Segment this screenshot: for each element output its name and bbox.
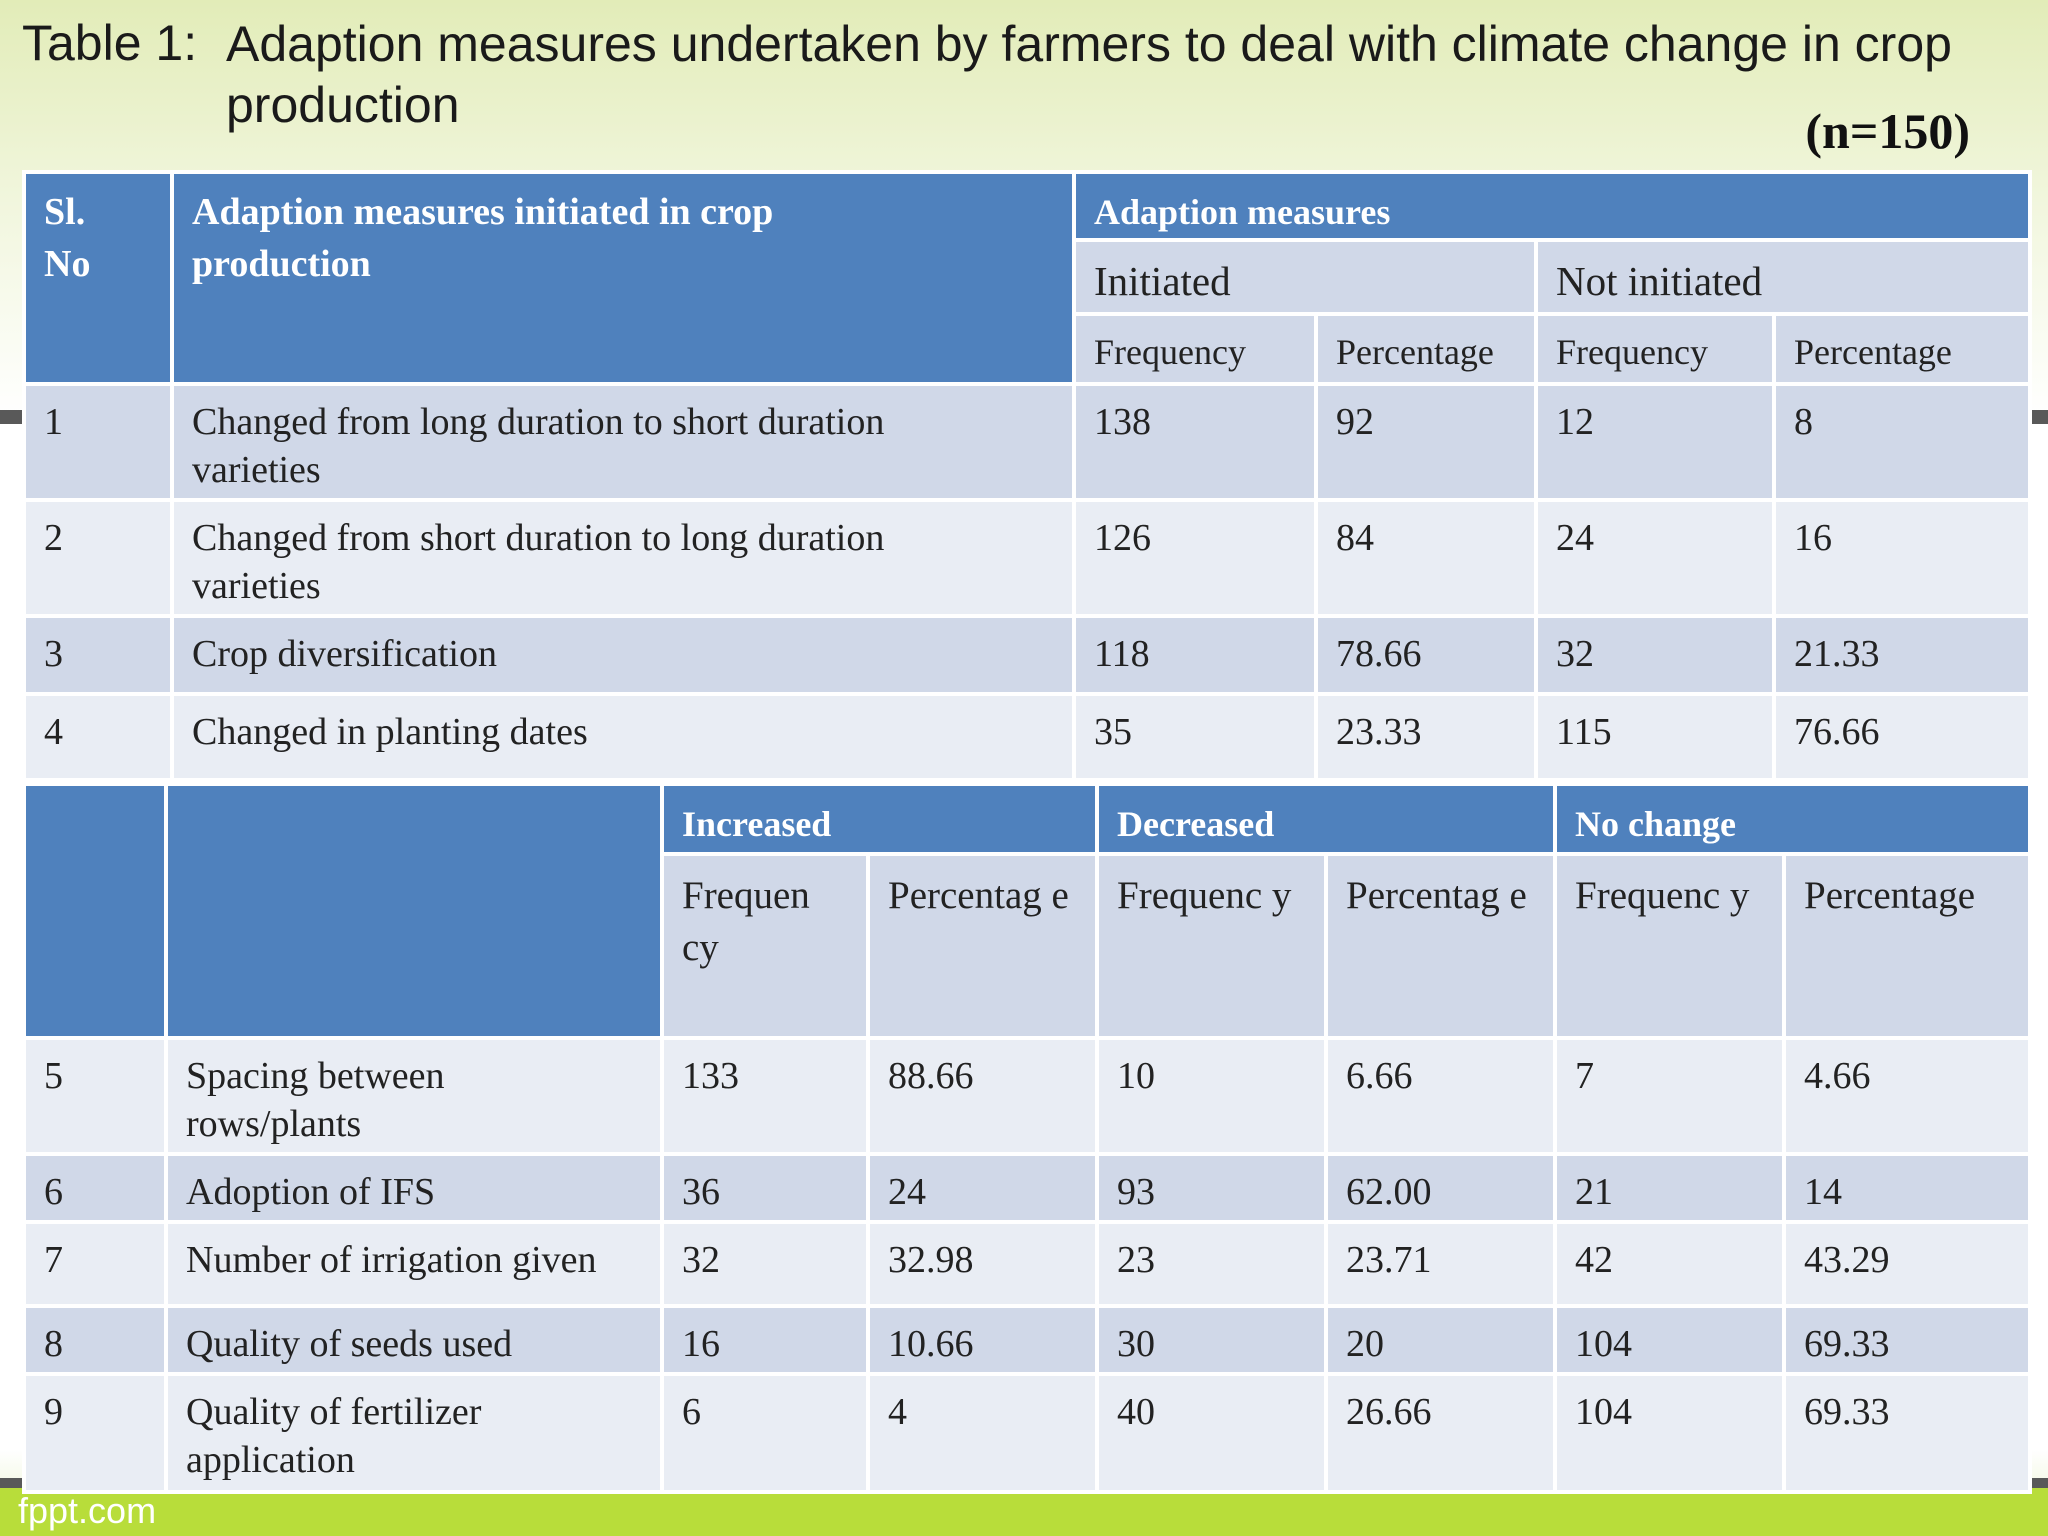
table-row: 8 Quality of seeds used 16 10.66 30 20 1… [22, 1304, 2033, 1376]
header-frequency: Frequency [1072, 312, 1318, 386]
header-initiated: Initiated [1072, 238, 1538, 316]
table-row: 6 Adoption of IFS 36 24 93 62.00 21 14 [22, 1152, 2033, 1224]
header-adaption-measures: Adaption measures [1072, 170, 2032, 242]
header-percentage: Percentag e [1324, 852, 1558, 1040]
footer-logo: fppt.com [18, 1490, 157, 1531]
header-percentage: Percentag e [865, 852, 1100, 1040]
table-number: Table 1: [22, 15, 198, 71]
header-percentage: Percentage [1314, 312, 1538, 386]
table-row: 7 Number of irrigation given 32 32.98 23… [22, 1220, 2033, 1308]
header-frequency: Frequenc y [1553, 852, 1787, 1040]
table-row: 2 Changed from short duration to long du… [22, 498, 2032, 618]
header-no-change: No change [1553, 782, 2033, 856]
header-measure: Adaption measures initiated in crop prod… [170, 170, 1076, 386]
header-percentage: Percentage [1782, 852, 2033, 1040]
table-row: 3 Crop diversification 118 78.66 32 21.3… [22, 614, 2032, 696]
header-blank-measure [164, 782, 664, 1040]
footer-band [0, 1488, 2048, 1536]
header-not-initiated: Not initiated [1534, 238, 2032, 316]
table-initiated: Sl. No Adaption measures initiated in cr… [22, 170, 2032, 782]
sample-size: (n=150) [1805, 103, 1970, 159]
table-row: 5 Spacing between rows/plants 133 88.66 … [22, 1036, 2033, 1156]
table-row: 4 Changed in planting dates 35 23.33 115… [22, 692, 2032, 782]
header-decreased: Decreased [1095, 782, 1558, 856]
header-blank-sl [22, 782, 168, 1040]
header-percentage: Percentage [1772, 312, 2032, 386]
header-frequency: Frequen cy [660, 852, 870, 1040]
table-row: 1 Changed from long duration to short du… [22, 382, 2032, 502]
title-text: Adaption measures undertaken by farmers … [226, 16, 1952, 133]
header-frequency: Frequenc y [1095, 852, 1329, 1040]
table-row: 9 Quality of fertilizer application 6 4 … [22, 1372, 2033, 1494]
header-increased: Increased [659, 782, 1100, 856]
header-sl-no: Sl. No [22, 170, 174, 386]
header-frequency: Frequency [1534, 312, 1776, 386]
table-change: Increased Decreased No change Frequen cy… [22, 782, 2033, 1494]
